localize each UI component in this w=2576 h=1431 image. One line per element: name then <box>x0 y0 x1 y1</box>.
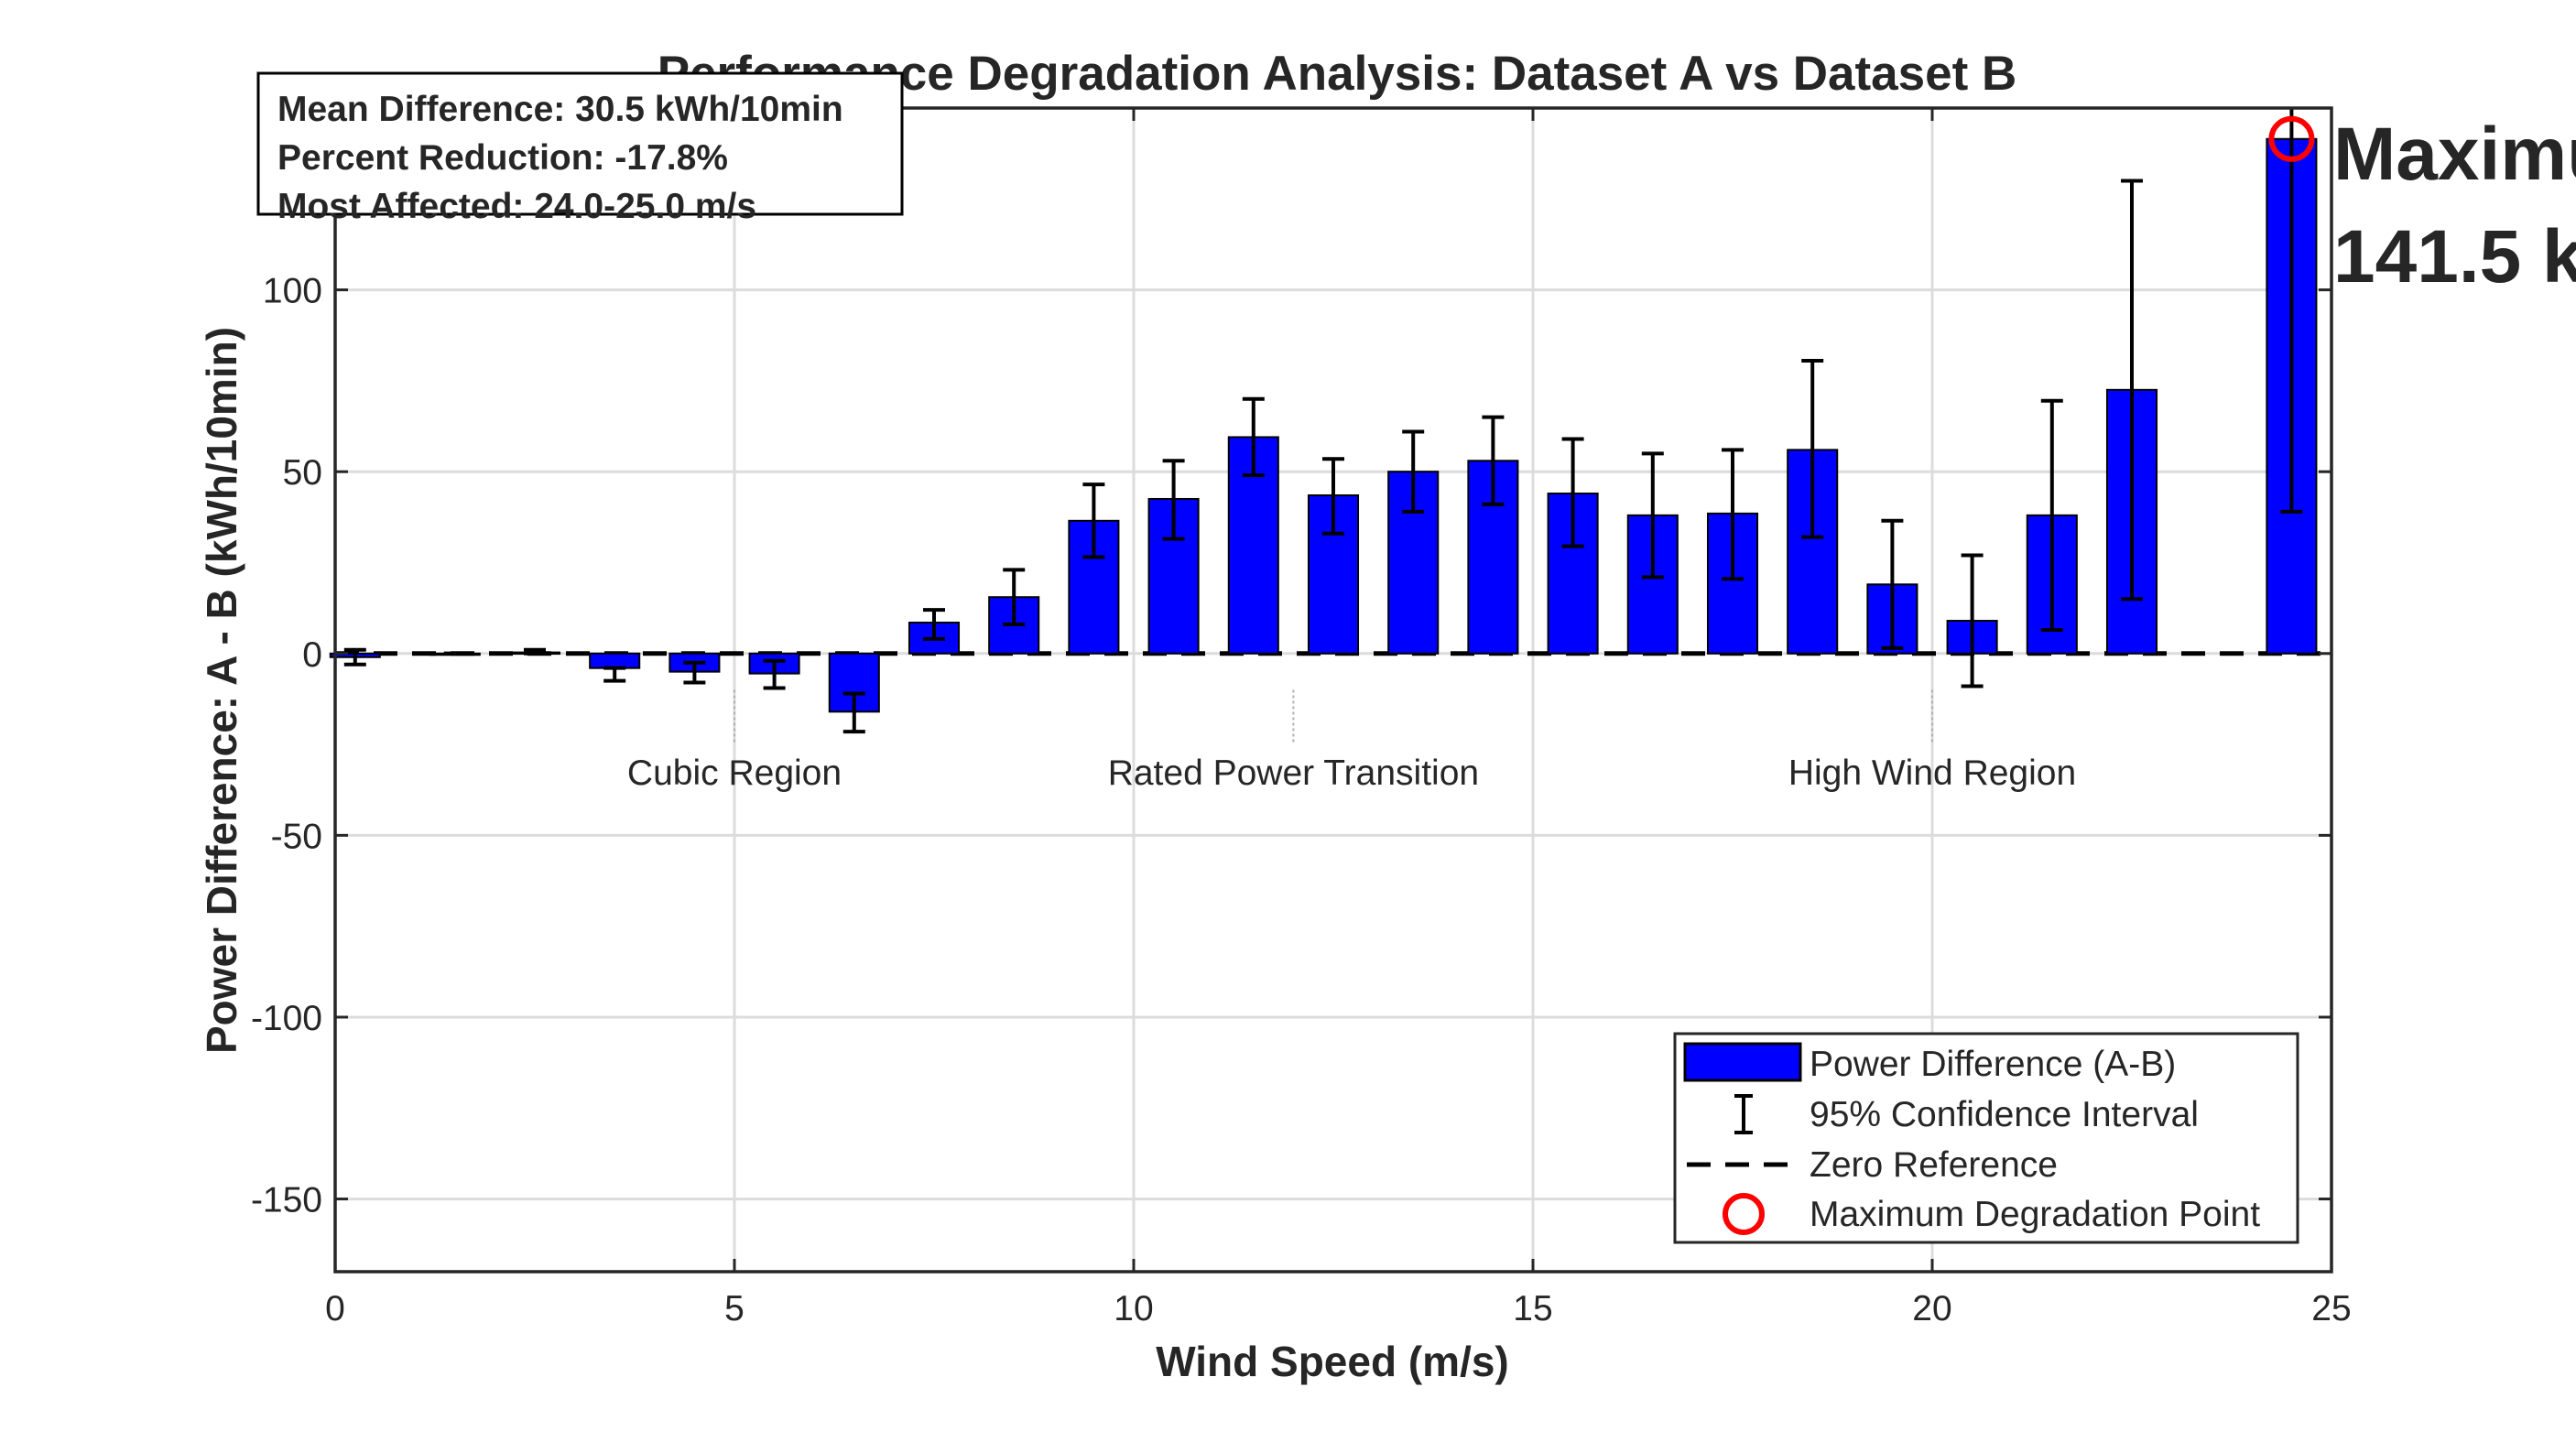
bar <box>589 652 641 669</box>
region-label: High Wind Region <box>1788 753 2076 793</box>
error-bar <box>1082 482 1105 559</box>
legend-circle-icon <box>1723 1193 1765 1235</box>
error-bar <box>763 658 786 690</box>
stats-percent-reduction: Percent Reduction: -17.8% <box>277 138 728 178</box>
legend: Power Difference (A-B) 95% Confidence In… <box>1673 1032 2299 1244</box>
y-tick-label: 100 <box>263 272 322 311</box>
region-label: Rated Power Transition <box>1108 753 1479 793</box>
error-bar <box>1322 457 1344 536</box>
error-bar <box>603 666 626 683</box>
error-bar <box>1482 415 1505 506</box>
error-bar <box>1242 396 1265 478</box>
x-tick-label: 20 <box>1912 1289 1951 1328</box>
stats-box: Mean Difference: 30.5 kWh/10min Percent … <box>256 71 904 226</box>
stats-mean-difference: Mean Difference: 30.5 kWh/10min <box>277 90 843 129</box>
axes-box <box>333 106 2333 1274</box>
error-bar <box>1003 568 1026 627</box>
legend-entry-bars: Power Difference (A-B) <box>1810 1045 2176 1084</box>
error-bar <box>1162 459 1185 541</box>
region-label: Cubic Region <box>627 753 842 793</box>
x-tick-label: 10 <box>1114 1289 1153 1328</box>
y-axis-label: Power Difference: A - B (kWh/10min) <box>198 327 245 1054</box>
x-tick-label: 25 <box>2311 1289 2351 1328</box>
legend-errorbar-icon <box>1734 1094 1753 1134</box>
error-bar <box>1722 448 1744 581</box>
error-bar <box>683 660 706 685</box>
stats-most-affected: Most Affected: 24.0-25.0 m/s <box>277 187 756 226</box>
max-degradation-marker <box>2268 115 2315 162</box>
error-bar <box>2121 179 2143 602</box>
error-bar <box>343 647 366 667</box>
x-tick-label: 0 <box>325 1289 345 1328</box>
x-tick-label: 15 <box>1513 1289 1552 1328</box>
region-labels: Cubic Region Rated Power Transition High W… <box>627 753 2076 793</box>
error-bar <box>1801 359 1824 539</box>
legend-entry-max: Maximum Degradation Point <box>1810 1195 2260 1234</box>
y-tick-label: -100 <box>251 999 322 1038</box>
y-tick-labels: -150 -100 -50 0 50 100 <box>251 272 322 1220</box>
error-bar <box>1881 518 1904 650</box>
x-tick-labels: 0 5 10 15 20 25 <box>325 1289 2352 1328</box>
x-tick-label: 5 <box>724 1289 745 1328</box>
region-markers <box>734 689 1933 745</box>
error-bar <box>1961 553 1984 688</box>
y-tick-label: -50 <box>271 817 322 856</box>
legend-entry-zero: Zero Reference <box>1810 1145 2058 1185</box>
y-tick-label: 0 <box>302 635 322 675</box>
max-degradation-label: Maximum Degradation: <box>2333 113 2576 196</box>
error-bar <box>2280 108 2303 514</box>
error-bar <box>2040 398 2063 632</box>
error-bar <box>1402 429 1425 514</box>
error-bar <box>923 608 945 641</box>
error-bar <box>1641 451 1664 580</box>
x-axis-label: Wind Speed (m/s) <box>1156 1338 1509 1385</box>
y-tick-label: 50 <box>283 453 322 493</box>
error-bars <box>343 108 2303 734</box>
error-bar <box>1561 437 1584 548</box>
error-bar <box>524 647 546 656</box>
legend-entry-ci: 95% Confidence Interval <box>1810 1095 2199 1134</box>
legend-bar-swatch <box>1683 1042 1802 1082</box>
error-bar <box>842 691 865 734</box>
max-degradation-value: 141.5 kWh/10min <box>2333 215 2576 298</box>
y-tick-label: -150 <box>251 1181 322 1220</box>
